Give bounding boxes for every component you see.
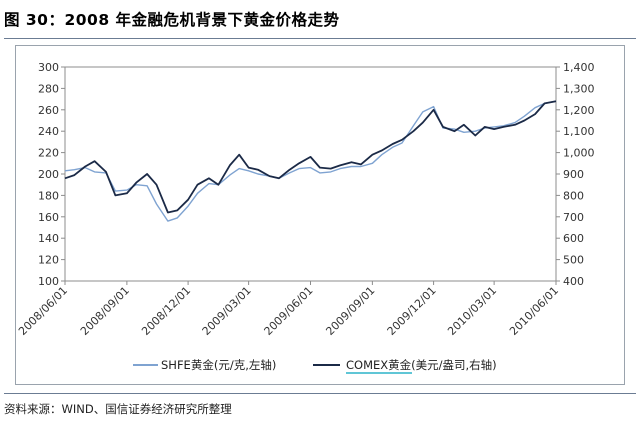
right-axis-tick-label: 500 — [563, 254, 584, 267]
right-axis-tick-label: 400 — [563, 275, 584, 288]
top-rule — [4, 38, 636, 39]
x-axis-tick-label: 2009/12/01 — [385, 284, 439, 338]
left-axis-tick-label: 240 — [38, 125, 59, 138]
x-axis-tick-label: 2009/06/01 — [262, 284, 316, 338]
left-axis-tick-label: 200 — [38, 168, 59, 181]
right-axis-tick-label: 1,100 — [563, 125, 595, 138]
x-axis-tick-label: 2010/06/01 — [507, 284, 561, 338]
x-axis-tick-label: 2008/09/01 — [78, 284, 132, 338]
plot-area — [64, 66, 557, 282]
left-axis-tick-label: 280 — [38, 82, 59, 95]
bottom-rule — [4, 393, 636, 394]
left-axis-tick-label: 220 — [38, 147, 59, 160]
x-axis-tick-label: 2008/12/01 — [139, 284, 193, 338]
right-axis-tick-label: 800 — [563, 189, 584, 202]
source-note: 资料来源：WIND、国信证券经济研究所整理 — [4, 402, 232, 416]
left-axis-tick-label: 140 — [38, 232, 59, 245]
x-axis-tick-label: 2008/06/01 — [16, 284, 70, 338]
x-axis-tick-label: 2009/03/01 — [200, 284, 254, 338]
left-axis-tick-label: 120 — [38, 254, 59, 267]
right-axis-tick-label: 600 — [563, 232, 584, 245]
x-axis-tick-label: 2010/03/01 — [445, 284, 499, 338]
shfe-series-line — [64, 100, 557, 222]
left-axis-tick-label: 180 — [38, 189, 59, 202]
right-axis-tick-label: 1,200 — [563, 104, 595, 117]
left-axis-tick-label: 100 — [38, 275, 59, 288]
right-axis-tick-label: 700 — [563, 211, 584, 224]
left-axis-tick-label: 160 — [38, 211, 59, 224]
comex-series-line — [64, 100, 557, 214]
right-axis-tick-label: 900 — [563, 168, 584, 181]
left-axis-tick-label: 300 — [38, 61, 59, 74]
legend-label-shfe: SHFE黄金(元/克,左轴) — [161, 358, 276, 372]
x-axis-tick-label: 2009/09/01 — [323, 284, 377, 338]
chart-frame — [15, 45, 625, 385]
left-axis-tick-label: 260 — [38, 104, 59, 117]
right-axis-tick-label: 1,400 — [563, 61, 595, 74]
figure-title: 图 30：2008 年金融危机背景下黄金价格走势 — [4, 11, 340, 29]
legend-label-comex: COMEX黄金(美元/盎司,右轴) — [346, 358, 497, 372]
right-axis-tick-label: 1,000 — [563, 147, 595, 160]
right-axis-tick-label: 1,300 — [563, 82, 595, 95]
